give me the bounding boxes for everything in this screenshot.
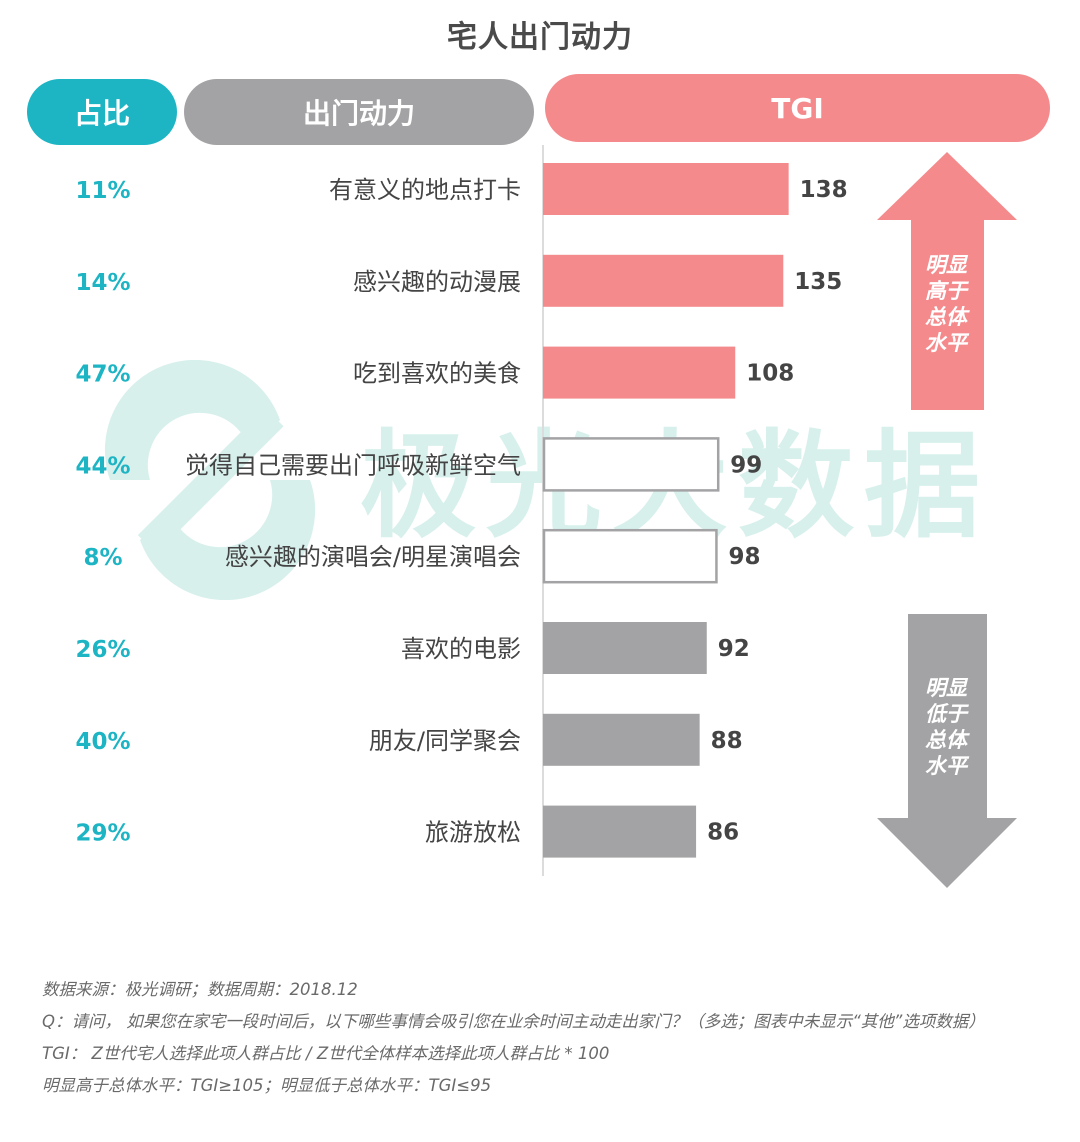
bar-7 xyxy=(543,805,697,858)
share-label-5: 26% xyxy=(75,637,130,663)
share-label-6: 40% xyxy=(75,729,130,755)
bar-5 xyxy=(543,622,707,674)
header-motive: 出门动力 xyxy=(184,79,534,145)
note-question: Q：请问， 如果您在家宅一段时间后，以下哪些事情会吸引您在业余时间主动走出家门？… xyxy=(42,1012,985,1031)
category-label-4: 感兴趣的演唱会/明星演唱会 xyxy=(225,543,521,571)
category-label-0: 有意义的地点打卡 xyxy=(329,176,521,204)
header-tgi: TGI xyxy=(545,74,1050,142)
value-label-6: 88 xyxy=(711,728,743,754)
arrow-down-line: 明显 xyxy=(925,676,967,700)
category-label-7: 旅游放松 xyxy=(425,819,521,847)
value-label-3: 99 xyxy=(730,452,762,478)
arrow-down-line: 低于 xyxy=(925,702,967,726)
bar-0 xyxy=(543,163,789,215)
bar-6 xyxy=(543,713,700,766)
category-label-2: 吃到喜欢的美食 xyxy=(353,360,521,388)
note-source: 数据来源：极光调研；数据周期：2018.12 xyxy=(42,980,358,999)
value-label-1: 135 xyxy=(794,269,842,295)
bar-1 xyxy=(543,254,784,307)
value-label-5: 92 xyxy=(718,636,750,662)
footnotes: 数据来源：极光调研；数据周期：2018.12 Q：请问， 如果您在家宅一段时间后… xyxy=(42,974,1052,1102)
arrow-up-line: 总体 xyxy=(925,305,967,329)
share-label-7: 29% xyxy=(75,821,130,847)
bar-3 xyxy=(542,437,720,492)
share-label-1: 14% xyxy=(75,270,130,296)
watermark-logo xyxy=(80,359,340,604)
share-label-2: 47% xyxy=(75,362,130,388)
category-label-3: 觉得自己需要出门呼吸新鲜空气 xyxy=(185,451,521,479)
arrow-up-icon xyxy=(877,152,1017,410)
chart-title: 宅人出门动力 xyxy=(447,20,633,55)
bar-4 xyxy=(542,528,718,584)
note-threshold: 明显高于总体水平：TGI≥105；明显低于总体水平：TGI≤95 xyxy=(42,1076,492,1095)
arrow-down-icon xyxy=(877,614,1017,888)
category-label-1: 感兴趣的动漫展 xyxy=(353,268,521,296)
value-label-4: 98 xyxy=(728,544,760,570)
bar-2 xyxy=(543,346,736,399)
chart-rows: 138 有意义的地点打卡 11% 135 感兴趣的动漫展 14% 108 吃到喜欢的美食 47%… xyxy=(75,163,848,858)
value-label-7: 86 xyxy=(707,820,739,846)
arrow-up-line: 明显 xyxy=(925,253,967,277)
header-share: 占比 xyxy=(27,79,177,145)
value-label-2: 108 xyxy=(746,361,794,387)
share-label-3: 44% xyxy=(75,453,130,479)
arrow-down-line: 总体 xyxy=(925,728,967,752)
share-label-0: 11% xyxy=(75,178,130,204)
arrow-up-line: 高于 xyxy=(925,279,967,303)
note-tgi-definition: TGI： Z世代宅人选择此项人群占比 / Z世代全体样本选择此项人群占比 * 1… xyxy=(42,1044,610,1063)
arrow-up-label: 明显 高于 总体 水平 xyxy=(921,252,971,356)
category-label-6: 朋友/同学聚会 xyxy=(369,727,521,755)
arrow-up-line: 水平 xyxy=(925,331,967,355)
value-label-0: 138 xyxy=(800,177,848,203)
arrow-down-label: 明显 低于 总体 水平 xyxy=(921,675,971,779)
share-label-4: 8% xyxy=(83,545,122,571)
category-label-5: 喜欢的电影 xyxy=(401,635,521,663)
arrow-down-line: 水平 xyxy=(925,754,967,778)
